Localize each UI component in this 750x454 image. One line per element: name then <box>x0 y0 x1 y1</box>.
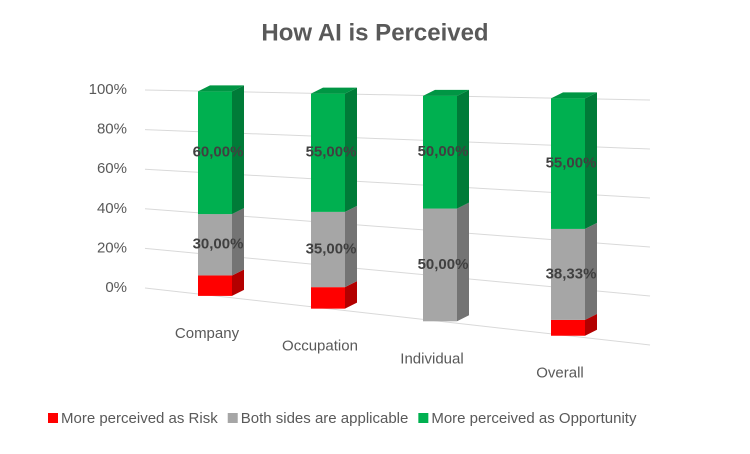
data-label: 35,00% <box>306 240 357 257</box>
bar-front <box>551 319 585 336</box>
data-label: 50,00% <box>418 143 469 160</box>
data-label: 30,00% <box>193 236 244 253</box>
x-tick-label: Individual <box>400 350 463 367</box>
bar-side <box>585 313 597 336</box>
bar-segment <box>551 92 597 229</box>
bar-front <box>198 275 232 296</box>
bar-segment <box>311 87 357 212</box>
bar-front <box>311 211 345 288</box>
bar-side <box>232 269 244 296</box>
bar-top <box>423 89 469 96</box>
bar-segment <box>551 313 597 336</box>
bar-side <box>457 89 469 209</box>
data-label: 55,00% <box>546 155 597 172</box>
bar-side <box>345 281 357 309</box>
data-label: 60,00% <box>193 144 244 161</box>
data-label: 55,00% <box>306 144 357 161</box>
bar-segment <box>198 85 244 215</box>
bar-side <box>585 92 597 229</box>
bar-front <box>198 91 232 215</box>
bar-segment <box>423 202 469 322</box>
bar-front <box>311 287 345 309</box>
y-tick-label: 20% <box>97 239 127 256</box>
x-tick-label: Overall <box>536 365 584 382</box>
data-label: 50,00% <box>418 256 469 273</box>
bar-side <box>232 208 244 276</box>
bar-side <box>345 87 357 212</box>
bar-front <box>198 214 232 276</box>
bar-side <box>585 222 597 320</box>
legend-marker <box>48 413 58 423</box>
bar-segment <box>198 208 244 276</box>
bar-front <box>311 93 345 212</box>
bar-front <box>551 98 585 229</box>
legend-label: More perceived as Opportunity <box>431 410 637 427</box>
y-tick-label: 80% <box>97 121 127 138</box>
chart-title: How AI is Perceived <box>261 19 488 46</box>
legend-label: Both sides are applicable <box>241 410 409 427</box>
bar-segment <box>551 222 597 320</box>
bar-side <box>457 202 469 322</box>
bar-segment <box>198 269 244 296</box>
bar-side <box>232 85 244 215</box>
bar-side <box>345 205 357 288</box>
bar-segment <box>311 205 357 288</box>
bar-front <box>423 208 457 322</box>
x-tick-label: Occupation <box>282 338 358 355</box>
legend-marker <box>418 413 429 423</box>
y-tick-label: 40% <box>97 200 127 217</box>
data-label: 38,33% <box>546 265 597 282</box>
bar-top <box>198 85 244 92</box>
bar-segment <box>423 89 469 209</box>
y-tick-label: 0% <box>105 279 127 296</box>
x-tick-label: Company <box>175 325 240 342</box>
bar-top <box>311 87 357 94</box>
legend-marker <box>227 413 238 423</box>
legend-label: More perceived as Risk <box>61 410 218 427</box>
bar-top <box>551 92 597 99</box>
bar-front <box>423 95 457 209</box>
bar-segment <box>311 281 357 309</box>
y-tick-label: 100% <box>89 81 127 98</box>
y-tick-label: 60% <box>97 160 127 177</box>
bar-front <box>551 228 585 320</box>
